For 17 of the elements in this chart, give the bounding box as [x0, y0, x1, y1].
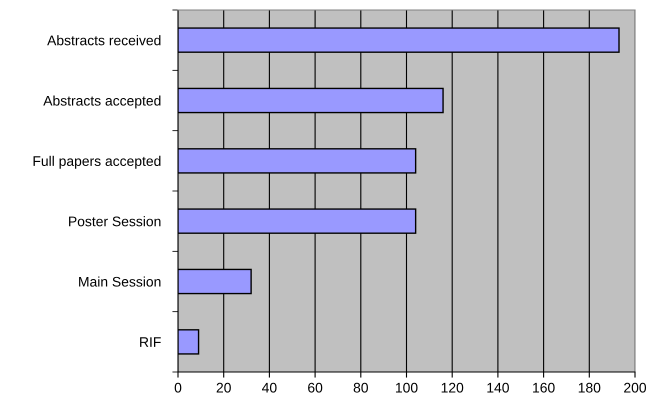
- x-tick-label: 180: [578, 382, 600, 393]
- x-tick-label: 140: [487, 382, 509, 393]
- x-tick-label: 20: [216, 382, 231, 393]
- y-tick-label: Full papers accepted: [34, 156, 160, 169]
- x-tick-label: 40: [262, 382, 277, 393]
- y-tick-label: Abstracts accepted: [43, 95, 160, 108]
- x-tick-label: 80: [354, 382, 368, 393]
- x-tick-label: 200: [624, 382, 646, 393]
- y-tick-label: RIF: [140, 337, 161, 347]
- x-tick-label: 60: [308, 382, 322, 393]
- y-tick-label: Main Session: [79, 276, 160, 287]
- x-tick-label: 120: [442, 382, 464, 393]
- x-tick-label: 160: [533, 382, 555, 393]
- y-tick-label: Poster Session: [69, 216, 160, 226]
- x-tick-label: 100: [396, 382, 418, 393]
- y-tick-label: Abstracts received: [47, 35, 160, 46]
- x-tick-label: 0: [174, 382, 182, 393]
